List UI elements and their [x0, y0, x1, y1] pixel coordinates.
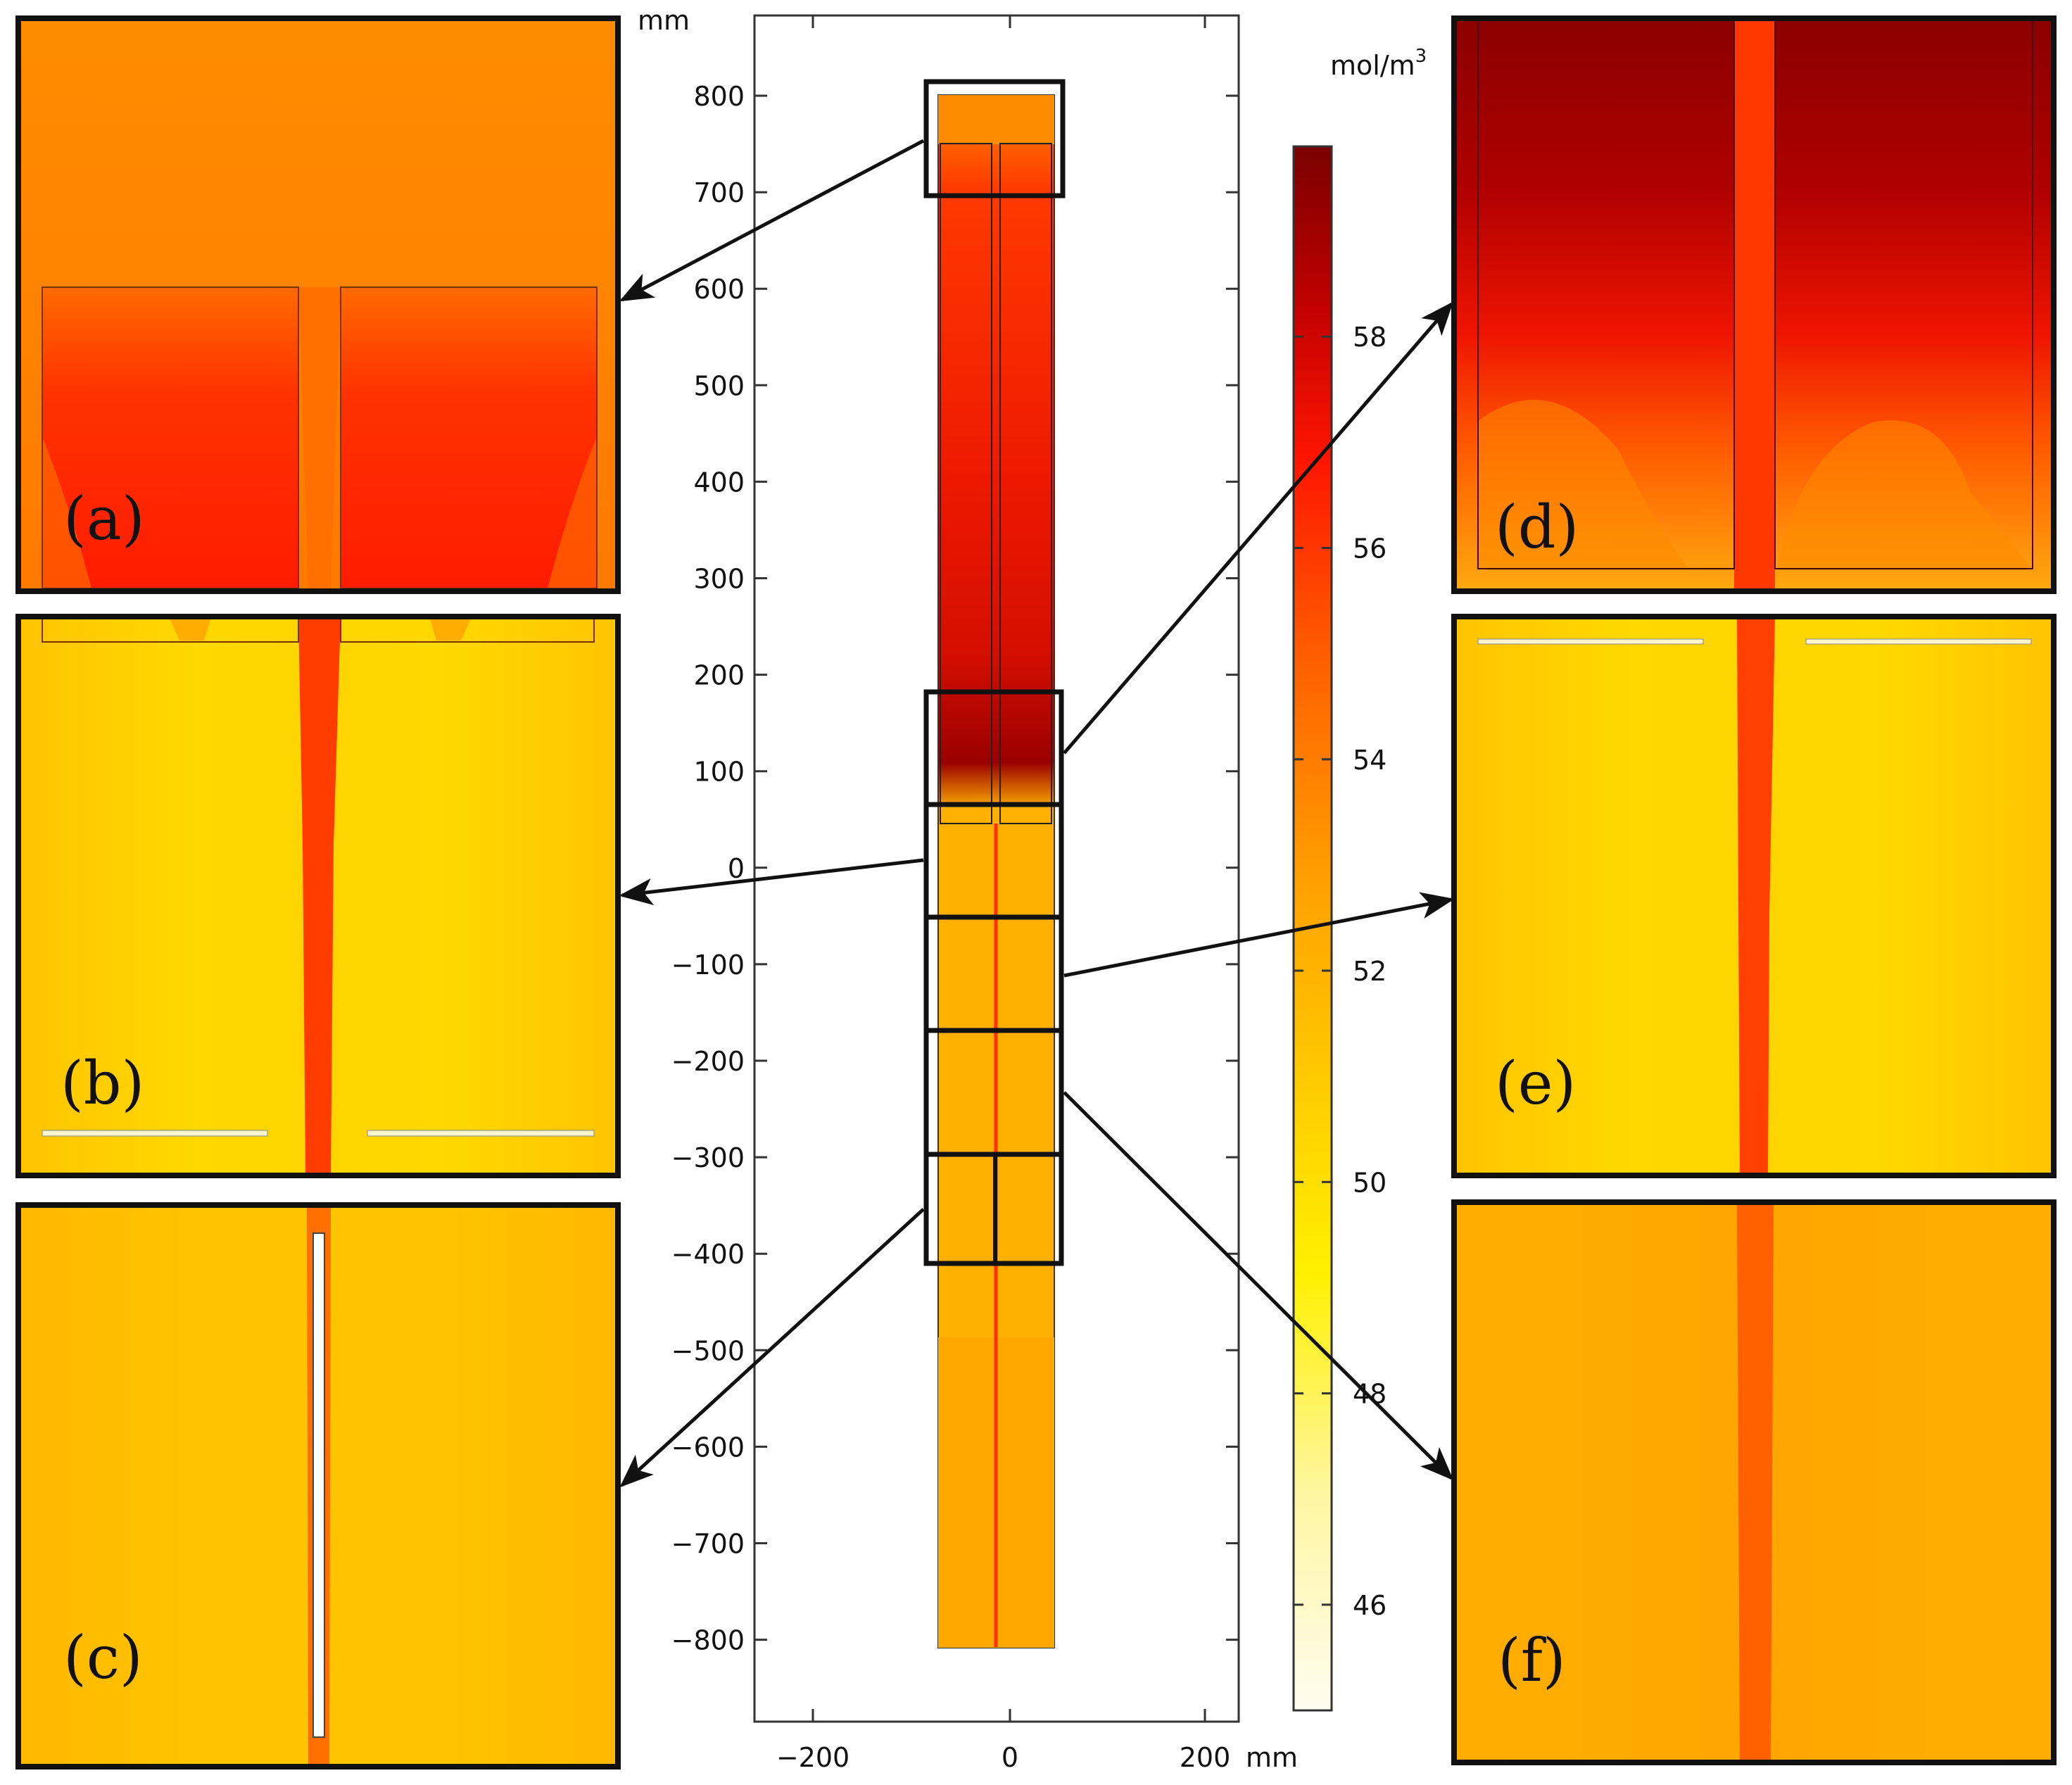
panel-e-plate-right	[1805, 638, 2032, 645]
y-tick-label: 100	[693, 757, 745, 788]
y-tick-label: 700	[693, 177, 745, 208]
arrow-to-c	[619, 1208, 925, 1488]
main-plot: mm 800 700 600 500 400 300 200 100 0 −100 −200 −300…	[638, 5, 1298, 1773]
colorbar-unit: mol/m3	[1330, 46, 1427, 81]
x-tick-label: −200	[776, 1742, 849, 1773]
panel-a-gap	[298, 287, 341, 588]
panel-a-electrode-right	[341, 287, 597, 588]
arrow-to-a	[619, 139, 925, 302]
panel-d-label: (d)	[1495, 493, 1579, 562]
colorbar-tick-label: 46	[1353, 1590, 1386, 1621]
panel-d-gap	[1734, 18, 1775, 591]
x-tick-label: 0	[1002, 1742, 1018, 1773]
panel-a-label: (a)	[63, 484, 145, 553]
panel-b-plume	[298, 617, 341, 1175]
arrow-to-b	[619, 858, 924, 906]
panel-d: (d)	[1451, 15, 2057, 594]
y-tick-label: −800	[671, 1625, 745, 1656]
panel-d-lobe-right	[1776, 420, 2033, 569]
panel-f-plume	[1737, 1202, 1774, 1762]
arrow-to-d	[1063, 301, 1454, 755]
x-tick-label: 200	[1180, 1742, 1231, 1773]
panel-a-frame	[15, 15, 621, 594]
panel-e-plume	[1737, 617, 1775, 1175]
x-axis-unit: mm	[1246, 1742, 1298, 1773]
y-tick-label: 200	[693, 660, 745, 691]
x-axis: −200 0 200 mm	[776, 15, 1298, 1773]
panel-c-label: (c)	[63, 1623, 143, 1692]
panel-f: (f)	[1451, 1199, 2057, 1765]
panel-a-edge-left	[42, 287, 91, 588]
arrow-to-f	[1063, 1091, 1454, 1481]
y-axis: mm 800 700 600 500 400 300 200 100 0 −100 −200 −300…	[638, 5, 1239, 1656]
panel-b-frame	[15, 614, 621, 1178]
panel-b-plate-left	[42, 1130, 268, 1137]
y-tick-label: 500	[693, 370, 745, 401]
y-tick-label: −600	[671, 1432, 745, 1463]
panel-b-spot-right	[429, 617, 472, 641]
panel-c-frame	[15, 1202, 621, 1770]
panel-c: (c)	[15, 1202, 621, 1770]
y-tick-label: −100	[671, 950, 745, 980]
panel-e-label: (e)	[1495, 1049, 1576, 1118]
y-tick-label: 800	[693, 81, 745, 112]
electrode-left	[940, 143, 992, 824]
y-axis-unit: mm	[638, 5, 690, 36]
y-tick-label: −300	[671, 1142, 745, 1173]
panel-b-spot-left	[169, 617, 211, 641]
y-tick-label: 400	[693, 467, 745, 498]
domain-top-region	[938, 95, 1054, 144]
panel-a-edge-right	[548, 287, 597, 588]
panel-b: (b)	[15, 614, 621, 1178]
panel-e-plate-left	[1477, 638, 1704, 645]
y-tick-label: −400	[671, 1239, 745, 1270]
arrow-to-e	[1063, 892, 1455, 978]
panel-a: (a)	[15, 15, 621, 594]
connector-arrows	[619, 139, 1455, 1488]
panel-c-plate	[312, 1232, 325, 1738]
colorbar-tick-label: 50	[1353, 1167, 1386, 1198]
y-tick-label: −700	[671, 1529, 745, 1560]
colorbar-tick-label: 58	[1353, 322, 1386, 353]
colorbar-tick-label: 56	[1353, 534, 1386, 564]
zoom-box-a	[923, 79, 1066, 198]
y-tick-label: −200	[671, 1046, 745, 1077]
panel-d-frame	[1451, 15, 2057, 594]
panel-f-label: (f)	[1498, 1626, 1566, 1695]
panel-b-plate-right	[367, 1130, 595, 1137]
panel-b-label: (b)	[61, 1049, 144, 1118]
panel-f-frame	[1451, 1199, 2057, 1765]
y-tick-label: −500	[671, 1335, 745, 1366]
panel-e: (e)	[1451, 614, 2057, 1178]
panel-a-electrode-left	[42, 287, 298, 588]
colorbar-tick-label: 54	[1353, 745, 1386, 776]
y-tick-label: 0	[728, 853, 745, 884]
y-tick-label: 600	[693, 274, 745, 305]
electrode-right	[999, 143, 1052, 824]
panel-d-lobe-left	[1477, 400, 1689, 569]
colorbar-tick-label: 52	[1353, 956, 1386, 987]
y-tick-label: 300	[693, 564, 745, 595]
